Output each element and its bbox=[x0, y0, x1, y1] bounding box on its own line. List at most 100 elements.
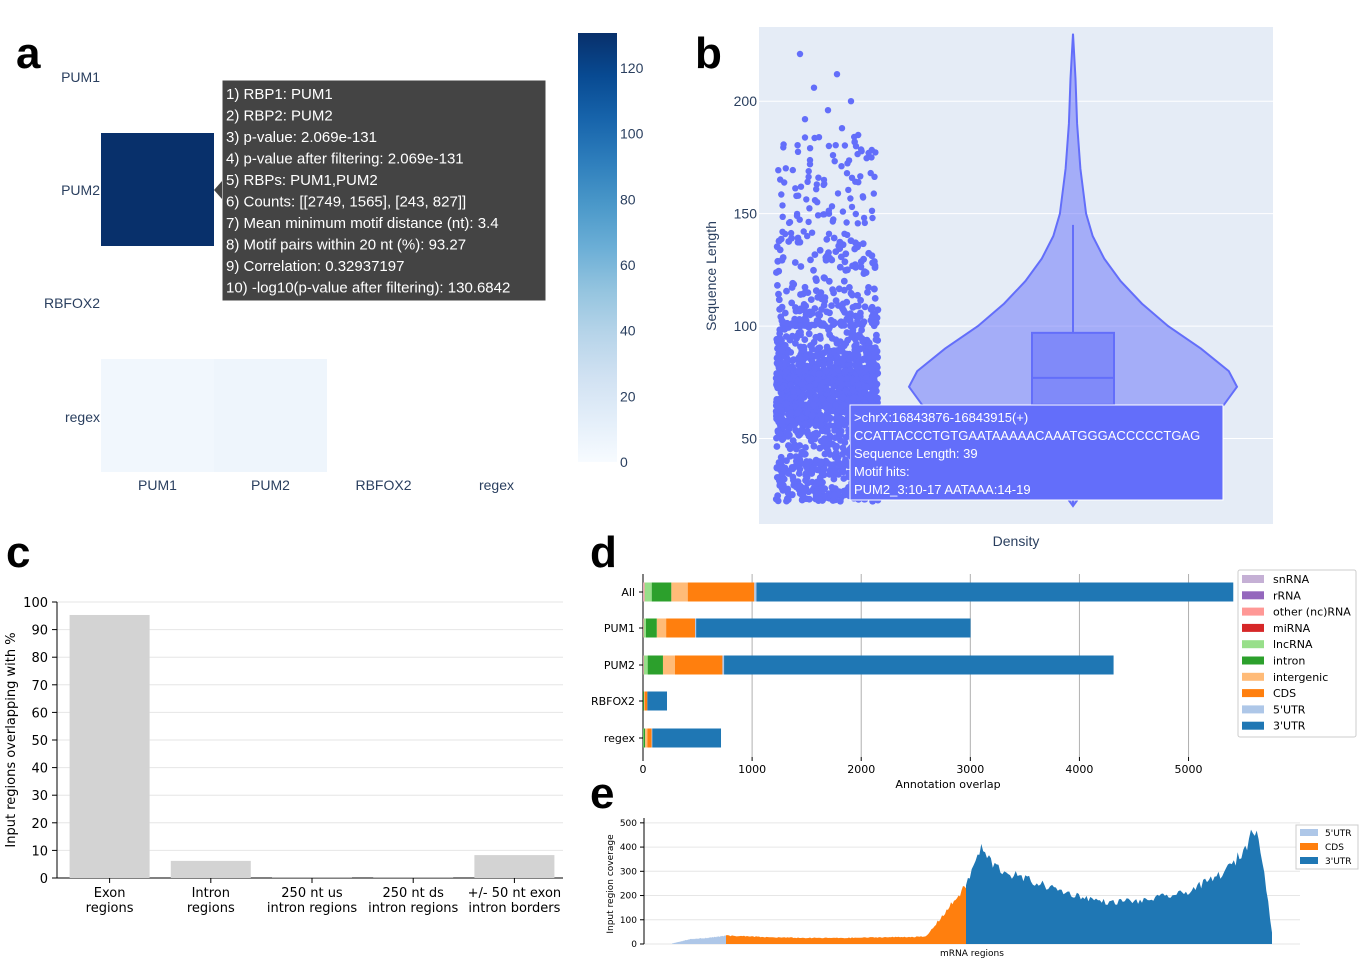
violin-point bbox=[846, 284, 853, 291]
violin-point bbox=[872, 149, 879, 156]
y-axis-title: Sequence Length bbox=[703, 221, 719, 331]
violin-point bbox=[802, 420, 809, 428]
stacked-bar-segment bbox=[651, 728, 653, 748]
violin-point bbox=[863, 155, 870, 162]
violin-point bbox=[803, 463, 810, 471]
violin-point bbox=[869, 214, 876, 222]
stacked-bar-segment bbox=[652, 728, 722, 748]
violin-point bbox=[831, 158, 838, 165]
legend-swatch bbox=[1242, 721, 1264, 730]
x-tick-label-line: regions bbox=[86, 901, 134, 916]
violin-point bbox=[857, 146, 865, 153]
violin-point bbox=[868, 313, 876, 320]
violin-point bbox=[798, 448, 806, 456]
violin-point bbox=[788, 234, 795, 242]
violin-point bbox=[784, 431, 792, 439]
violin-point bbox=[806, 145, 814, 152]
violin-point bbox=[863, 349, 870, 357]
legend-swatch bbox=[1242, 575, 1264, 583]
violin-point bbox=[804, 178, 811, 185]
violin-outlier-point bbox=[797, 183, 805, 190]
y-tick-label: 40 bbox=[31, 762, 48, 777]
violin-point bbox=[801, 336, 809, 343]
violin-point bbox=[787, 349, 795, 356]
legend-label: CDS bbox=[1273, 687, 1296, 700]
legend-label: CDS bbox=[1325, 843, 1344, 853]
violin-point bbox=[852, 340, 860, 348]
x-tick-label: 2000 bbox=[847, 763, 875, 776]
violin-point bbox=[822, 400, 830, 408]
violin-point bbox=[836, 461, 844, 469]
violin-point bbox=[871, 295, 879, 302]
violin-outlier-point bbox=[811, 197, 819, 204]
violin-point bbox=[798, 400, 805, 408]
violin-point bbox=[853, 365, 861, 372]
violin-point bbox=[849, 394, 857, 402]
stacked-bar-segment bbox=[643, 582, 644, 602]
violin-point bbox=[792, 426, 800, 434]
violin-point bbox=[871, 258, 878, 265]
legend-swatch bbox=[1300, 829, 1318, 836]
violin-point bbox=[812, 490, 820, 497]
tooltip-line: 4) p-value after filtering: 2.069e-131 bbox=[226, 151, 464, 168]
violin-point bbox=[829, 286, 836, 293]
colorbar-tick-label: 0 bbox=[620, 454, 628, 470]
violin-point bbox=[790, 356, 797, 364]
violin-point bbox=[838, 375, 845, 383]
violin-point bbox=[774, 384, 782, 391]
violin-point bbox=[830, 393, 838, 400]
x-tick-label-line: intron regions bbox=[368, 901, 458, 916]
violin-point bbox=[775, 296, 783, 304]
panel-a-heatmap: PUM1 PUM2 RBFOX2 regex PUM1 PUM2 RBFOX2 regex 0 2… bbox=[44, 33, 644, 493]
violin-point bbox=[774, 282, 781, 289]
violin-point bbox=[857, 309, 864, 317]
violin-point bbox=[857, 173, 864, 180]
violin-point bbox=[848, 291, 856, 299]
violin-point bbox=[807, 296, 815, 303]
violin-point bbox=[787, 229, 795, 237]
violin-point bbox=[779, 228, 786, 235]
violin-point bbox=[814, 212, 822, 219]
violin-point bbox=[807, 418, 815, 426]
tooltip-box bbox=[849, 404, 1224, 501]
violin-point bbox=[812, 422, 820, 429]
violin-point bbox=[803, 320, 811, 328]
violin-point bbox=[784, 489, 792, 497]
violin-point bbox=[775, 290, 782, 298]
violin-point bbox=[847, 310, 854, 318]
stacked-bar-segment bbox=[722, 655, 725, 675]
violin-point bbox=[825, 277, 833, 285]
stacked-bar-segment bbox=[645, 728, 648, 748]
violin-point bbox=[869, 373, 877, 381]
y-tick-label: RBFOX2 bbox=[591, 695, 635, 708]
violin-point bbox=[847, 321, 855, 328]
violin-outlier-point bbox=[848, 203, 856, 211]
tooltip-box bbox=[221, 79, 547, 302]
violin-point bbox=[843, 380, 851, 388]
violin-outlier-point bbox=[810, 84, 818, 91]
violin-point bbox=[808, 470, 816, 477]
heatmap-y-tick-label: regex bbox=[65, 409, 100, 425]
violin-point bbox=[828, 256, 836, 264]
violin-point bbox=[825, 230, 833, 237]
violin-point bbox=[842, 367, 849, 375]
violin-point bbox=[802, 366, 809, 374]
violin-point bbox=[805, 330, 813, 338]
violin-point bbox=[796, 458, 804, 466]
tooltip-line: 8) Motif pairs within 20 nt (%): 93.27 bbox=[226, 237, 466, 254]
violin-point bbox=[802, 444, 809, 451]
violin-point bbox=[824, 427, 831, 435]
x-tick-label-line: intron borders bbox=[468, 901, 560, 916]
violin-point bbox=[786, 452, 794, 460]
violin-point bbox=[798, 381, 806, 388]
violin-outlier-point bbox=[796, 50, 804, 58]
violin-point bbox=[836, 263, 844, 271]
violin-point bbox=[832, 336, 840, 344]
violin-point bbox=[829, 497, 837, 504]
stacked-bar-segment bbox=[643, 691, 645, 711]
violin-point bbox=[808, 229, 816, 236]
violin-point bbox=[797, 263, 805, 270]
violin-point bbox=[783, 457, 790, 465]
bar bbox=[474, 855, 555, 878]
y-tick-label: 60 bbox=[31, 706, 48, 721]
